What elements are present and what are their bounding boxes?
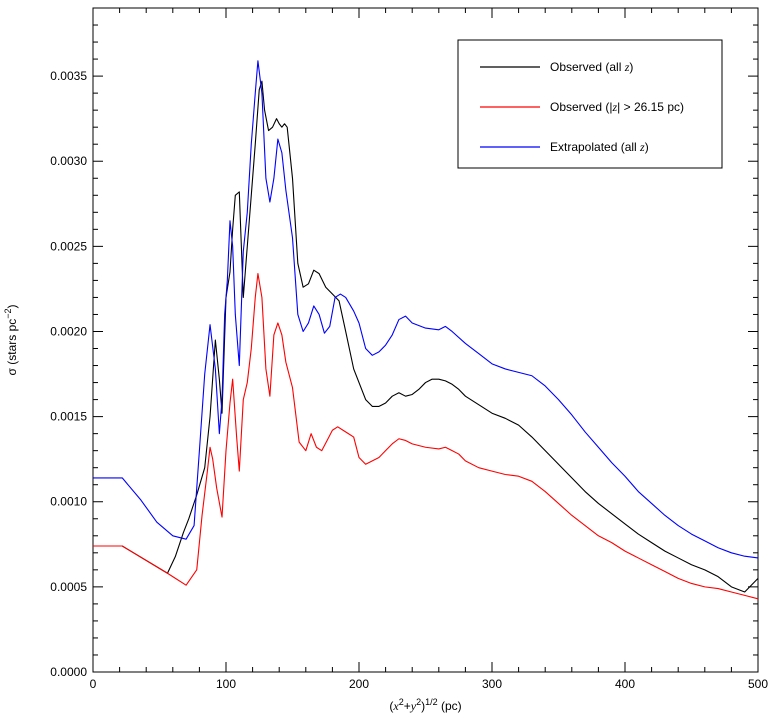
legend: Observed (all z) Observed (|z| > 26.15 pc… — [457, 39, 723, 169]
y-tick-label: 0.0020 — [50, 324, 87, 338]
x-tick-label: 300 — [482, 677, 502, 691]
series-line-3 — [93, 60, 759, 559]
y-tick-label: 0.0015 — [50, 410, 87, 424]
y-axis-label: σ (stars pc−2) — [3, 304, 19, 375]
axes: 0 100 200 300 400 500 0.0000 0.0005 0.0010 0.0015… — [50, 7, 768, 691]
x-tick-label: 0 — [90, 677, 97, 691]
legend-label: Observed (all z) — [550, 60, 633, 74]
y-tick-label: 0.0035 — [50, 69, 87, 83]
x-tick-label: 500 — [748, 677, 768, 691]
y-tick-label: 0.0010 — [50, 495, 87, 509]
series-line-2 — [93, 273, 759, 600]
series-layer — [93, 60, 759, 600]
series-line-1 — [93, 80, 759, 593]
legend-label: Extrapolated (all z) — [550, 140, 649, 154]
x-tick-label: 200 — [349, 677, 369, 691]
legend-label: Observed (|z| > 26.15 pc) — [550, 100, 684, 114]
x-tick-label: 400 — [615, 677, 635, 691]
x-tick-label: 100 — [216, 677, 236, 691]
y-tick-label: 0.0000 — [50, 665, 87, 679]
plot-frame — [92, 7, 759, 673]
y-tick-label: 0.0030 — [50, 154, 87, 168]
x-axis-label: (x2+y2)1/2 (pc) — [389, 697, 461, 713]
y-tick-label: 0.0025 — [50, 239, 87, 253]
y-tick-label: 0.0005 — [50, 580, 87, 594]
